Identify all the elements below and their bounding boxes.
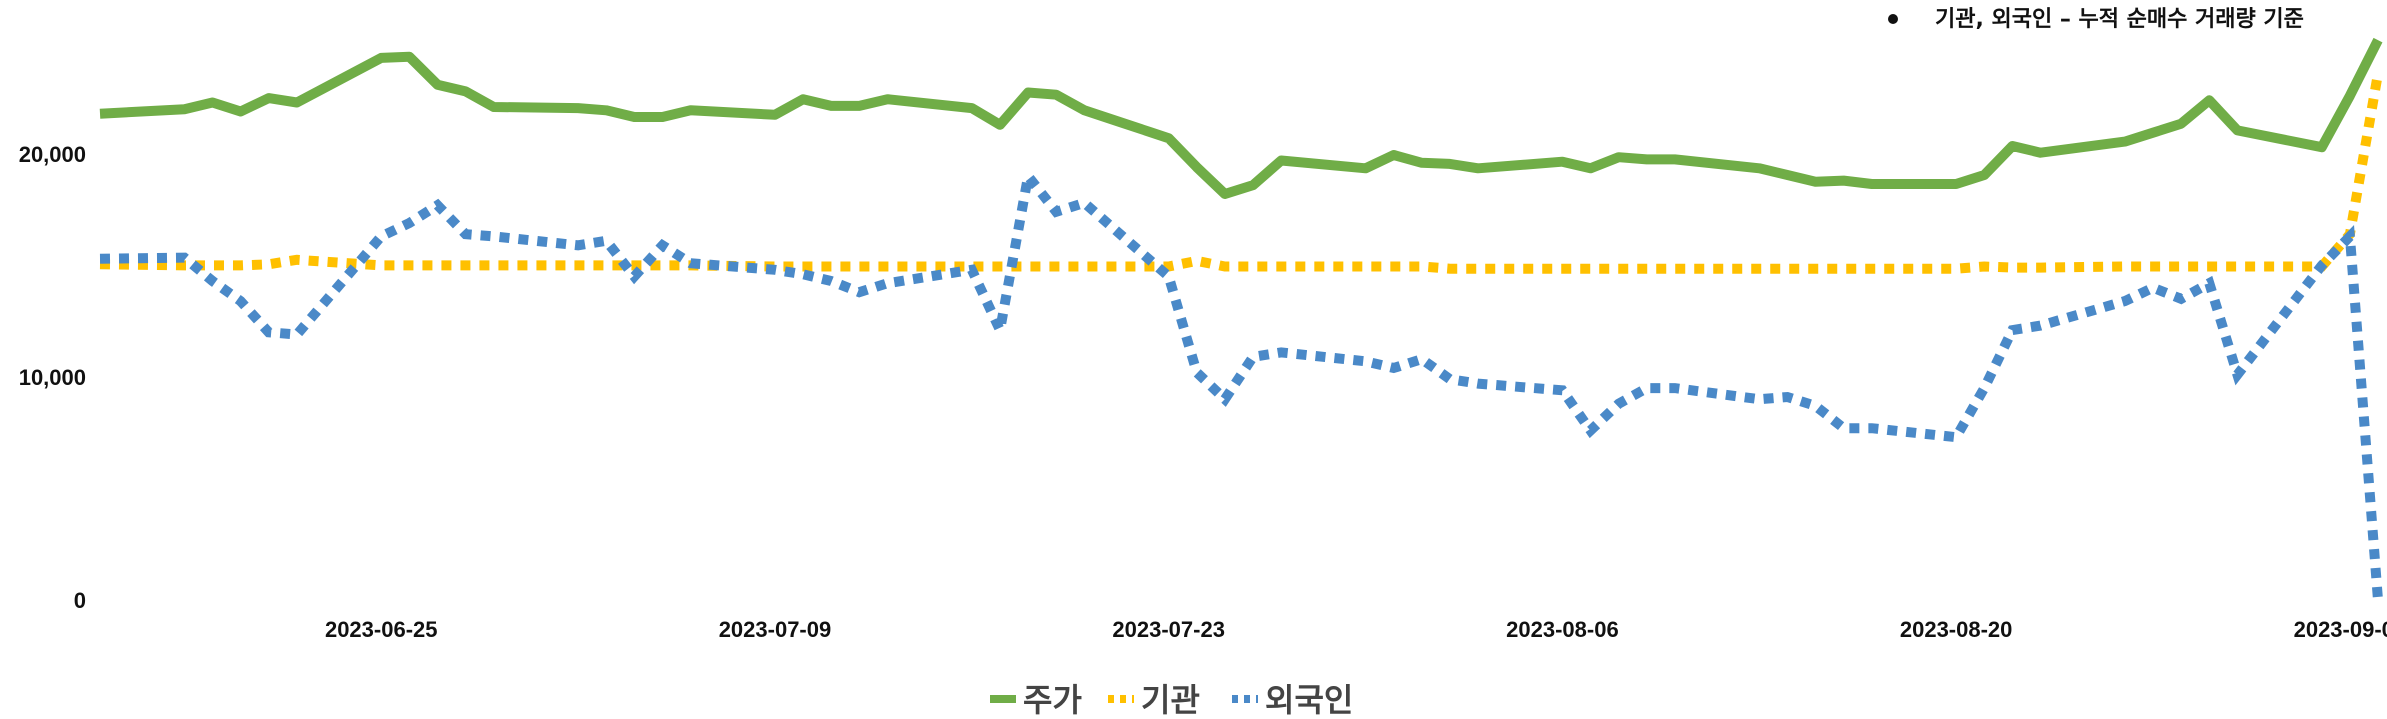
series-line-1	[99, 72, 2383, 274]
legend-label: 기관	[1141, 681, 1200, 715]
x-tick-label: 2023-08-20	[1900, 617, 2013, 642]
series-line-0	[99, 37, 2383, 199]
series-layer	[99, 37, 2383, 601]
legend-label: 주가	[1023, 681, 1082, 715]
note-bullet-icon	[1888, 14, 1898, 24]
x-tick-label: 2023-06-25	[325, 617, 438, 642]
y-axis: 0 10,000 20,000	[19, 142, 86, 613]
x-tick-label: 2023-07-23	[1112, 617, 1225, 642]
x-axis: 2023-06-25 2023-07-09 2023-07-23 2023-08-06…	[325, 617, 2387, 642]
x-tick-label: 2023-07-09	[719, 617, 832, 642]
x-tick-label: 2023-08-06	[1506, 617, 1619, 642]
y-tick-label: 20,000	[19, 142, 86, 167]
annotation-note: 기관, 외국인 – 누적 순매수 거래량 기준	[1888, 7, 2304, 32]
y-tick-label: 0	[74, 588, 86, 613]
legend-label: 외국인	[1265, 681, 1353, 715]
x-tick-label: 2023-09-03	[2294, 617, 2387, 642]
series-line-2	[99, 164, 2383, 601]
note-text: 기관, 외국인 – 누적 순매수 거래량 기준	[1935, 7, 2304, 32]
legend: 주가 기관 외국인	[990, 681, 1353, 719]
y-tick-label: 10,000	[19, 365, 86, 390]
